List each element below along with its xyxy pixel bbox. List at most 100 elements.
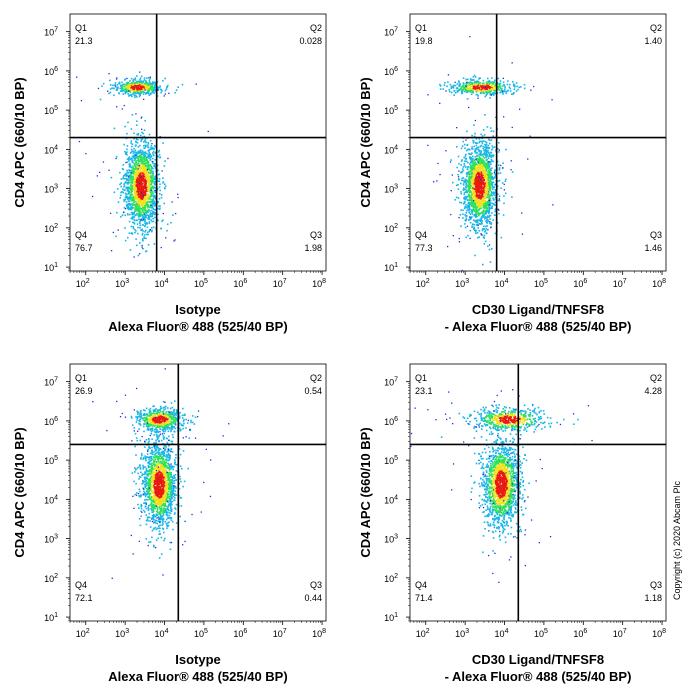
- event-dot: [473, 162, 475, 164]
- x-axis-label-line-1: Isotype: [175, 302, 221, 317]
- event-dot: [491, 145, 493, 147]
- event-dot: [483, 243, 486, 245]
- event-dot: [143, 163, 145, 165]
- event-dot: [479, 154, 482, 156]
- event-dot: [463, 162, 466, 165]
- event-dot: [139, 190, 141, 193]
- event-dot: [132, 167, 135, 169]
- event-dot: [465, 186, 467, 189]
- event-dot: [130, 188, 132, 191]
- event-dot: [112, 84, 114, 86]
- event-dot: [466, 191, 468, 194]
- event-dot: [489, 155, 492, 157]
- event-dot: [125, 195, 127, 197]
- event-dot: [483, 207, 486, 210]
- event-dot: [122, 93, 124, 95]
- event-dot: [126, 171, 129, 173]
- event-dot: [145, 89, 148, 91]
- event-dot: [489, 170, 491, 173]
- event-dot: [164, 93, 166, 95]
- event-dot: [470, 153, 472, 156]
- event-dot: [489, 139, 491, 142]
- event-dot: [151, 220, 153, 223]
- event-dot: [486, 92, 489, 95]
- event-dot: [484, 199, 487, 202]
- event-dot: [485, 232, 488, 235]
- event-dot: [460, 191, 462, 193]
- event-dot: [132, 202, 134, 205]
- event-dot: [139, 86, 142, 88]
- event-dot: [142, 86, 145, 88]
- event-dot: [143, 213, 145, 215]
- event-dot: [137, 134, 139, 136]
- event-dot: [115, 157, 117, 160]
- event-dot: [138, 211, 140, 213]
- event-dot: [135, 166, 137, 169]
- event-dot: [490, 174, 492, 176]
- event-dot: [527, 158, 529, 160]
- event-dot: [144, 216, 146, 219]
- event-dot: [141, 179, 143, 182]
- event-dot: [142, 209, 145, 211]
- event-dot: [142, 197, 144, 200]
- event-dot: [490, 191, 493, 194]
- event-dot: [158, 178, 161, 180]
- event-dot: [131, 95, 133, 98]
- event-dot: [503, 189, 505, 191]
- event-dot: [139, 77, 142, 80]
- event-dot: [157, 201, 159, 204]
- event-dot: [134, 145, 137, 147]
- event-dot: [482, 159, 485, 162]
- event-dot: [515, 82, 518, 84]
- event-dot: [161, 220, 163, 223]
- event-dot: [459, 201, 461, 204]
- event-dot: [127, 183, 129, 185]
- event-dot: [480, 207, 482, 209]
- event-dot: [490, 206, 493, 209]
- event-dot: [142, 153, 144, 156]
- event-dot: [150, 169, 152, 171]
- event-dot: [552, 204, 554, 206]
- event-dot: [490, 90, 492, 93]
- event-dot: [133, 87, 136, 90]
- event-dot: [164, 77, 166, 80]
- event-dot: [494, 204, 497, 206]
- event-dot: [144, 208, 147, 211]
- event-dot: [150, 212, 153, 215]
- event-dot: [153, 213, 155, 216]
- event-dot: [473, 124, 475, 126]
- event-dot: [481, 169, 484, 172]
- event-dot: [163, 202, 165, 205]
- event-dot: [484, 217, 486, 220]
- event-dot: [483, 151, 486, 154]
- x-axis-label-line-2: Alexa Fluor® 488 (525/40 BP): [108, 319, 287, 334]
- event-dot: [487, 177, 489, 179]
- event-dot: [453, 84, 455, 87]
- event-dot: [489, 183, 491, 185]
- event-dot: [488, 80, 491, 82]
- event-dot: [144, 201, 147, 204]
- event-dot: [160, 439, 163, 442]
- event-dot: [478, 141, 480, 144]
- event-dot: [504, 85, 506, 88]
- event-dot: [494, 196, 497, 199]
- event-dot: [491, 148, 493, 151]
- event-dot: [97, 87, 100, 90]
- event-dot: [494, 92, 496, 94]
- event-dot: [488, 152, 490, 155]
- event-dot: [148, 81, 151, 83]
- event-dot: [471, 202, 473, 204]
- event-dot: [133, 186, 136, 189]
- event-dot: [483, 170, 485, 172]
- event-dot: [465, 172, 468, 174]
- event-dot: [489, 214, 492, 217]
- event-dot: [463, 202, 466, 204]
- event-dot: [146, 199, 149, 201]
- event-dot: [138, 198, 140, 201]
- event-dot: [150, 215, 152, 218]
- event-dot: [76, 76, 78, 78]
- event-dot: [152, 192, 154, 194]
- event-dot: [151, 227, 153, 229]
- event-dot: [477, 182, 479, 184]
- event-dot: [147, 179, 149, 182]
